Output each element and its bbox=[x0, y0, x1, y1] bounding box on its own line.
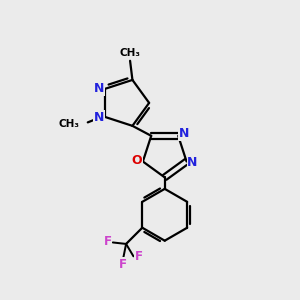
Text: N: N bbox=[179, 127, 189, 140]
Text: O: O bbox=[132, 154, 142, 166]
Text: F: F bbox=[103, 236, 112, 248]
Text: F: F bbox=[119, 258, 127, 271]
Text: CH₃: CH₃ bbox=[120, 47, 141, 58]
Text: F: F bbox=[135, 250, 143, 263]
Text: CH₃: CH₃ bbox=[58, 119, 80, 129]
Text: N: N bbox=[187, 157, 198, 169]
Text: N: N bbox=[94, 82, 104, 95]
Text: N: N bbox=[94, 111, 104, 124]
